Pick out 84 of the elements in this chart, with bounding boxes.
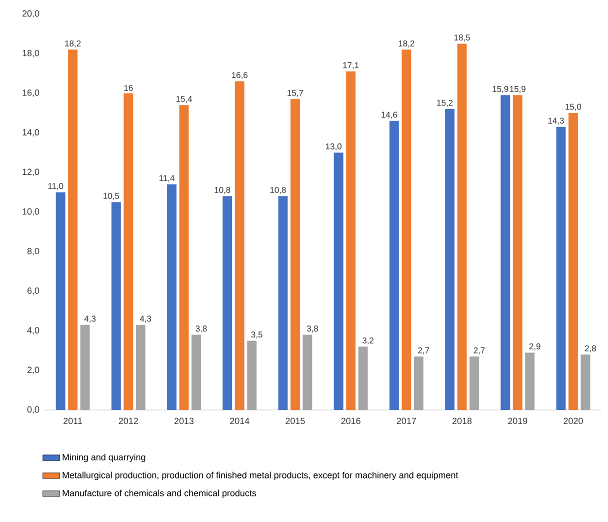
bar xyxy=(414,356,424,410)
y-tick-label: 0,0 xyxy=(27,406,40,414)
bar xyxy=(358,346,368,410)
legend-label: Mining and quarrying xyxy=(62,454,146,462)
data-label: 3,2 xyxy=(362,337,374,344)
bar xyxy=(445,109,455,410)
legend-label: Manufacture of chemicals and chemical products xyxy=(62,490,256,498)
data-label: 18,2 xyxy=(398,40,414,48)
x-tick-label: 2017 xyxy=(396,418,416,424)
data-label: 10,5 xyxy=(104,192,120,200)
x-tick-label: 2019 xyxy=(508,418,528,424)
data-label: 10,8 xyxy=(214,186,230,194)
bar xyxy=(512,95,522,410)
data-label: 14,3 xyxy=(548,118,564,125)
data-label: 2,8 xyxy=(584,345,596,352)
bar xyxy=(457,44,467,410)
x-tick-label: 2011 xyxy=(64,418,82,424)
bar xyxy=(80,324,90,410)
bar xyxy=(525,352,535,410)
data-label: 10,8 xyxy=(270,186,286,194)
bar xyxy=(278,196,288,410)
bar xyxy=(346,71,356,410)
y-tick-label: 16,0 xyxy=(22,89,40,97)
y-tick-label: 20,0 xyxy=(22,10,40,18)
bar xyxy=(580,354,590,410)
data-label: 15,4 xyxy=(176,96,192,103)
data-label: 15,7 xyxy=(288,90,304,97)
bar xyxy=(568,112,578,410)
data-label: 2,7 xyxy=(474,347,485,354)
data-label: 4,3 xyxy=(140,316,152,323)
bar xyxy=(68,50,78,410)
bar xyxy=(556,126,566,410)
data-label: 3,8 xyxy=(196,326,207,333)
data-label: 2,9 xyxy=(529,343,540,350)
bar xyxy=(389,120,399,410)
x-tick-label: 2018 xyxy=(452,418,472,424)
data-label: 15,2 xyxy=(437,100,453,107)
bar xyxy=(234,81,244,410)
y-tick-label: 2,0 xyxy=(27,366,40,374)
data-label: 18,2 xyxy=(65,40,81,48)
bar xyxy=(192,334,201,410)
data-label: 2,7 xyxy=(418,347,430,354)
bar xyxy=(302,334,312,410)
x-tick-label: 2012 xyxy=(118,418,138,424)
data-label: 11,0 xyxy=(48,183,64,190)
data-label: 13,0 xyxy=(326,143,342,150)
y-tick-label: 10,0 xyxy=(22,208,40,216)
bar xyxy=(56,192,66,410)
bar xyxy=(136,324,146,410)
data-label: 16 xyxy=(124,85,133,91)
y-tick-label: 14,0 xyxy=(22,129,40,136)
y-tick-label: 6,0 xyxy=(27,287,40,295)
legend-label: Metallurgical production, production of finished metal products, except for machinery and equipment xyxy=(62,472,458,480)
bar xyxy=(334,152,344,410)
y-tick-label: 8,0 xyxy=(27,248,40,256)
x-tick-label: 2016 xyxy=(341,418,360,424)
data-label: 15,9 xyxy=(492,86,508,93)
x-tick-label: 2020 xyxy=(564,418,583,424)
bar xyxy=(111,202,121,410)
bar xyxy=(222,196,232,410)
x-tick-label: 2013 xyxy=(174,418,194,424)
data-label: 14,6 xyxy=(382,112,398,119)
data-label: 11,4 xyxy=(159,175,174,182)
data-label: 15,0 xyxy=(566,104,582,111)
data-label: 4,3 xyxy=(84,316,96,323)
bar xyxy=(470,356,479,410)
bar xyxy=(402,50,412,410)
data-label: 17,1 xyxy=(343,62,359,70)
y-tick-label: 12,0 xyxy=(22,168,40,176)
bar xyxy=(247,340,257,410)
bar xyxy=(290,99,300,410)
data-label: 3,5 xyxy=(251,332,262,338)
bar xyxy=(179,105,189,410)
x-tick-label: 2015 xyxy=(286,418,305,424)
data-label: 3,8 xyxy=(306,326,318,333)
bar xyxy=(124,93,134,410)
data-label: 16,6 xyxy=(232,72,248,80)
bar xyxy=(167,184,176,410)
y-tick-label: 4,0 xyxy=(27,327,40,334)
x-tick-label: 2014 xyxy=(230,418,250,424)
data-label: 15,9 xyxy=(510,86,526,93)
bar xyxy=(500,95,510,410)
data-label: 18,5 xyxy=(454,34,470,42)
y-tick-label: 18,0 xyxy=(22,50,40,58)
